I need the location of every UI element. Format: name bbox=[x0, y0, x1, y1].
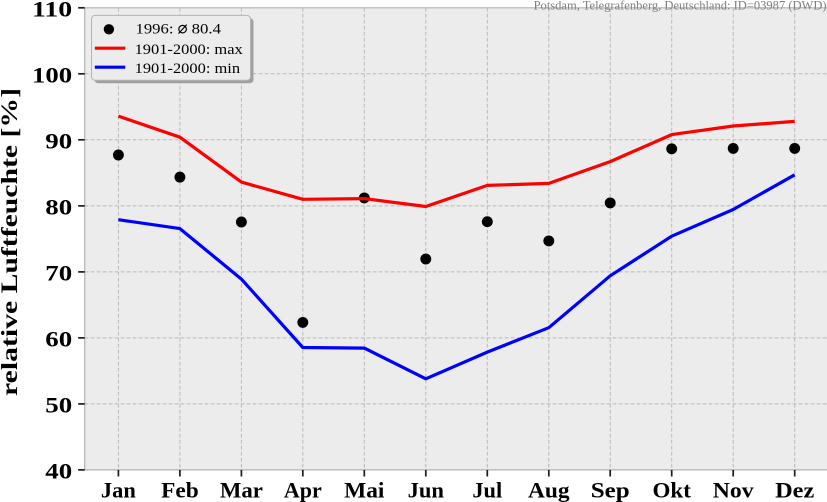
svg-text:60: 60 bbox=[45, 328, 72, 352]
svg-text:1901-2000: max: 1901-2000: max bbox=[135, 42, 244, 58]
svg-text:110: 110 bbox=[32, 0, 72, 21]
svg-text:90: 90 bbox=[45, 129, 72, 153]
svg-text:Potsdam, Telegrafenberg, Deuts: Potsdam, Telegrafenberg, Deutschland: ID… bbox=[534, 0, 827, 13]
svg-text:70: 70 bbox=[45, 262, 72, 286]
svg-text:50: 50 bbox=[45, 394, 72, 418]
svg-text:Mai: Mai bbox=[344, 479, 384, 502]
svg-text:Jun: Jun bbox=[408, 479, 444, 502]
svg-text:Feb: Feb bbox=[161, 479, 199, 502]
svg-text:Jul: Jul bbox=[472, 479, 502, 502]
svg-text:80.4: 80.4 bbox=[192, 22, 222, 38]
svg-text:Sep: Sep bbox=[591, 479, 630, 502]
svg-text:80: 80 bbox=[45, 196, 72, 220]
svg-text:100: 100 bbox=[32, 63, 72, 87]
svg-text:Dez: Dez bbox=[775, 479, 814, 502]
svg-text:Nov: Nov bbox=[713, 479, 754, 502]
svg-text:1901-2000: min: 1901-2000: min bbox=[135, 61, 241, 77]
svg-text:Apr: Apr bbox=[284, 479, 322, 502]
svg-text:Mar: Mar bbox=[220, 479, 263, 502]
svg-text:Okt: Okt bbox=[653, 479, 692, 502]
svg-text:relative Luftfeuchte [%]: relative Luftfeuchte [%] bbox=[0, 88, 22, 396]
svg-text:1996:: 1996: bbox=[136, 22, 174, 38]
svg-text:Aug: Aug bbox=[528, 479, 570, 502]
svg-text:40: 40 bbox=[45, 460, 72, 484]
svg-text:Jan: Jan bbox=[101, 479, 136, 502]
